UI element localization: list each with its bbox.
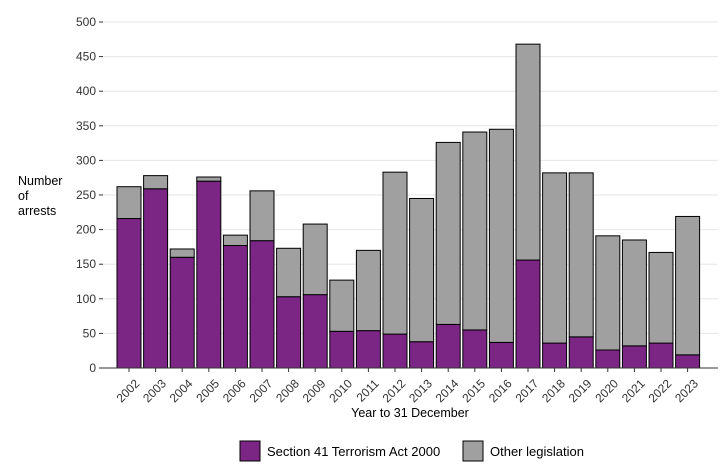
bar-section41-2022 [648, 342, 674, 369]
legend-swatch-other [462, 440, 484, 462]
bars [116, 43, 701, 369]
bar-section41-2008 [276, 296, 302, 369]
y-tick-label: 250 [76, 188, 96, 202]
bar-other-2011 [355, 249, 381, 332]
bar-section41-2017 [515, 259, 541, 369]
x-tick-label: 2002 [114, 376, 143, 405]
y-tick-label: 300 [76, 153, 96, 167]
bar-section41-2011 [355, 330, 381, 369]
bar-other-2002 [116, 186, 142, 220]
bar-other-2014 [435, 141, 461, 325]
bar-section41-2010 [329, 330, 355, 369]
x-tick-label: 2023 [672, 376, 701, 405]
bar-section41-2014 [435, 323, 461, 369]
bar-section41-2016 [488, 341, 514, 369]
x-tick-label: 2014 [433, 376, 462, 405]
bar-section41-2018 [542, 342, 568, 369]
bar-other-2007 [249, 190, 275, 242]
y-tick-label: 0 [89, 361, 96, 375]
bar-section41-2003 [143, 188, 169, 369]
bar-other-2008 [276, 247, 302, 298]
y-tick-label: 400 [76, 84, 96, 98]
x-tick-label: 2005 [193, 376, 222, 405]
bar-section41-2007 [249, 240, 275, 369]
x-tick-label: 2020 [592, 376, 621, 405]
legend-label-other: Other legislation [490, 444, 584, 459]
x-tick-label: 2008 [273, 376, 302, 405]
x-tick-label: 2004 [167, 376, 196, 405]
y-tick-label: 500 [76, 15, 96, 29]
bar-other-2021 [621, 239, 647, 347]
bar-section41-2015 [462, 329, 488, 369]
bar-other-2009 [302, 223, 328, 296]
x-axis-title: Year to 31 December [351, 406, 469, 420]
bar-section41-2012 [382, 333, 408, 369]
bar-section41-2004 [169, 256, 195, 369]
bar-section41-2013 [409, 341, 435, 369]
bar-other-2020 [595, 235, 621, 351]
x-tick-label: 2015 [459, 376, 488, 405]
legend: Section 41 Terrorism Act 2000 Other legi… [239, 440, 584, 462]
bar-other-2019 [568, 172, 594, 338]
x-tick-label: 2012 [380, 376, 409, 405]
x-axis-ticks: 2002200320042005200620072008200920102011… [114, 368, 701, 405]
bar-other-2003 [143, 175, 169, 190]
x-tick-label: 2003 [140, 376, 169, 405]
y-axis-title-line-3: arrests [18, 204, 56, 218]
x-tick-label: 2006 [220, 376, 249, 405]
bar-section41-2009 [302, 294, 328, 369]
x-tick-label: 2011 [354, 376, 382, 404]
x-tick-label: 2016 [486, 376, 515, 405]
x-tick-label: 2017 [513, 376, 542, 405]
bar-other-2018 [542, 172, 568, 344]
legend-label-section41: Section 41 Terrorism Act 2000 [267, 444, 440, 459]
legend-swatch-section41 [239, 440, 261, 462]
bar-other-2006 [222, 234, 248, 247]
bar-section41-2002 [116, 218, 142, 369]
x-tick-label: 2019 [566, 376, 595, 405]
bar-other-2005 [196, 176, 222, 182]
y-tick-label: 200 [76, 223, 96, 237]
x-tick-label: 2009 [300, 376, 329, 405]
x-tick-label: 2013 [406, 376, 435, 405]
bar-other-2013 [409, 197, 435, 343]
y-axis-title: Number of arrests [18, 174, 62, 218]
bar-section41-2021 [621, 345, 647, 369]
bar-section41-2019 [568, 336, 594, 369]
bar-other-2012 [382, 171, 408, 335]
y-axis-ticks: 0 50 100 150 200 250 300 350 400 450 500 [76, 15, 103, 375]
x-tick-label: 2021 [619, 376, 648, 405]
bar-section41-2023 [675, 354, 701, 369]
bar-other-2016 [488, 128, 514, 343]
x-tick-label: 2018 [539, 376, 568, 405]
y-tick-label: 450 [76, 50, 96, 64]
bar-other-2017 [515, 43, 541, 261]
y-tick-label: 350 [76, 119, 96, 133]
bar-section41-2006 [222, 245, 248, 369]
y-tick-label: 50 [83, 326, 97, 340]
y-tick-label: 150 [76, 257, 96, 271]
bar-other-2004 [169, 248, 195, 258]
x-tick-label: 2022 [646, 376, 675, 405]
y-tick-label: 100 [76, 292, 96, 306]
y-axis-title-line-1: Number [18, 174, 62, 188]
bar-section41-2020 [595, 349, 621, 369]
bar-other-2022 [648, 251, 674, 344]
x-tick-label: 2010 [326, 376, 355, 405]
bar-other-2015 [462, 131, 488, 331]
y-axis-title-line-2: of [18, 189, 29, 203]
x-tick-label: 2007 [247, 376, 276, 405]
bar-section41-2005 [196, 180, 222, 369]
bar-other-2023 [675, 215, 701, 356]
bar-other-2010 [329, 279, 355, 332]
